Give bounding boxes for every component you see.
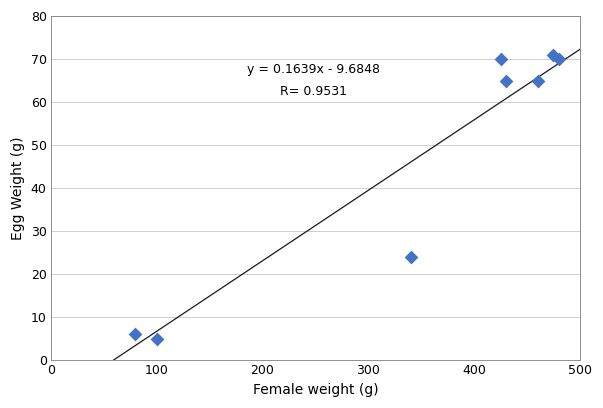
Text: y = 0.1639x - 9.6848: y = 0.1639x - 9.6848 xyxy=(247,63,380,76)
Point xyxy=(152,335,162,342)
X-axis label: Female weight (g): Female weight (g) xyxy=(253,383,378,397)
Point xyxy=(131,331,140,338)
Text: R= 0.9531: R= 0.9531 xyxy=(280,85,347,98)
Point xyxy=(549,51,558,58)
Point xyxy=(532,78,542,84)
Y-axis label: Egg Weight (g): Egg Weight (g) xyxy=(11,136,25,240)
Point xyxy=(554,56,564,62)
Point xyxy=(501,78,511,84)
Point xyxy=(406,254,415,260)
Point xyxy=(496,56,505,62)
